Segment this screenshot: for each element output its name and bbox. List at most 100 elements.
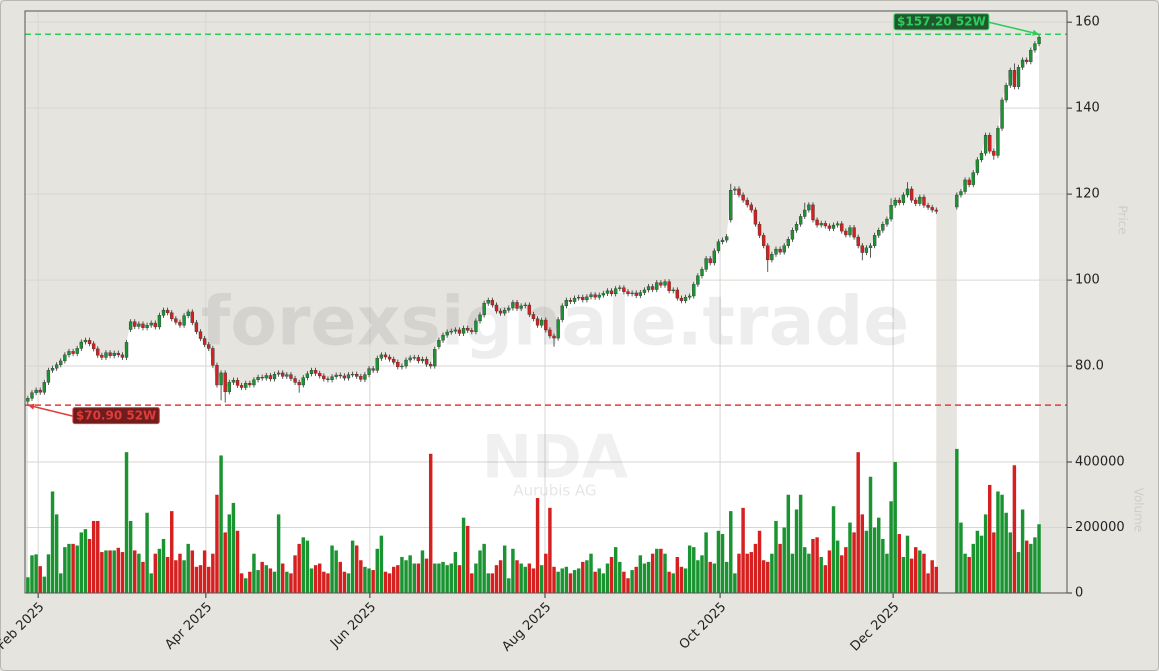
candle-body <box>683 297 688 301</box>
volume-bar <box>729 511 733 593</box>
candle-body <box>252 379 256 386</box>
volume-bar <box>145 512 149 593</box>
candle-body <box>613 288 618 295</box>
candle-body <box>687 295 692 298</box>
candle-body <box>433 349 437 367</box>
candle-body <box>223 372 227 393</box>
volume-bar <box>909 558 914 593</box>
volume-bar <box>141 561 145 593</box>
candle-body <box>733 188 737 191</box>
candle-body <box>523 304 527 307</box>
volume-bar <box>659 548 663 593</box>
candle-body <box>548 329 552 337</box>
volume-bar <box>679 566 684 593</box>
volume-bar <box>1000 494 1004 593</box>
volume-bar <box>449 563 453 593</box>
volume-bar <box>391 566 396 593</box>
candle-body <box>461 328 466 334</box>
volume-bar <box>474 563 478 593</box>
candle-body <box>346 374 351 379</box>
candle-body <box>466 328 470 331</box>
candle-body <box>955 194 959 208</box>
volume-bar <box>926 573 930 593</box>
candle-body <box>704 258 708 270</box>
candle-body <box>445 331 449 336</box>
candle-body <box>511 302 515 309</box>
candle-body <box>285 374 289 377</box>
volume-bar <box>655 548 659 593</box>
candle-body <box>807 204 811 211</box>
volume-bar <box>934 566 939 593</box>
volume-bar <box>930 560 934 593</box>
volume-bar <box>231 502 236 593</box>
candle-body <box>350 374 355 376</box>
candle-body <box>1012 70 1017 87</box>
candle-body <box>881 223 885 231</box>
candle-body <box>844 230 848 236</box>
volume-bar <box>285 571 289 593</box>
volume-bar <box>54 514 59 593</box>
candle-body <box>1016 67 1021 87</box>
volume-bar <box>576 568 581 593</box>
volume-bar <box>248 571 252 593</box>
volume-bar <box>482 543 486 593</box>
candle-body <box>248 383 252 386</box>
volume-bar <box>108 550 112 593</box>
candle-body <box>889 205 893 220</box>
candle-body <box>967 179 971 185</box>
y2-tick-label: 400000 <box>1075 454 1125 469</box>
volume-bar <box>137 553 141 593</box>
volume-bar <box>634 566 638 593</box>
candle-body <box>848 227 852 236</box>
candle-body <box>766 245 770 261</box>
volume-bar <box>992 532 996 593</box>
candle-body <box>667 281 671 292</box>
volume-bar <box>646 561 651 593</box>
candle-body <box>811 204 815 221</box>
plot-border <box>24 10 1068 594</box>
candle-body <box>371 368 375 371</box>
candle-body <box>716 241 721 252</box>
candle-body <box>276 372 281 375</box>
volume-bar <box>46 554 51 593</box>
candle-body <box>975 159 980 173</box>
volume-bar <box>753 543 758 593</box>
candle-body <box>494 304 499 312</box>
volume-bar <box>289 573 293 593</box>
candle-body <box>819 223 823 226</box>
volume-bar <box>901 556 906 593</box>
volume-bar <box>227 514 232 593</box>
company-watermark: Aurubis AG <box>513 482 596 500</box>
volume-bar <box>100 552 104 593</box>
candle-body <box>211 348 215 366</box>
candle-body <box>1020 59 1025 68</box>
candle-body <box>239 385 244 388</box>
volume-bar <box>905 535 910 593</box>
volume-bar <box>766 561 770 593</box>
y2-tick-label: 200000 <box>1075 520 1125 535</box>
volume-bar <box>572 570 577 593</box>
volume-bar <box>219 455 223 593</box>
volume-bar <box>165 556 170 593</box>
volume-bar <box>868 476 873 593</box>
candle-body <box>149 322 153 326</box>
candle-body <box>449 331 453 333</box>
candle-body <box>178 322 182 326</box>
candle-body <box>67 351 71 356</box>
volume-bar <box>404 560 408 593</box>
volume-bar <box>848 522 852 593</box>
volume-bar <box>983 514 988 593</box>
candle-body <box>840 223 844 232</box>
volume-bar <box>330 545 334 593</box>
candle-body <box>260 377 264 379</box>
candle-body <box>930 207 934 211</box>
reference-arrow <box>988 21 1040 35</box>
volume-bar <box>363 566 367 593</box>
candle-body <box>322 375 326 380</box>
volume-bar <box>774 520 778 593</box>
volume-bar <box>671 573 675 593</box>
volume-bar <box>893 461 897 593</box>
candle-body <box>124 342 129 358</box>
volume-bar <box>371 570 375 593</box>
y-tick-label: 100 <box>1075 273 1100 288</box>
